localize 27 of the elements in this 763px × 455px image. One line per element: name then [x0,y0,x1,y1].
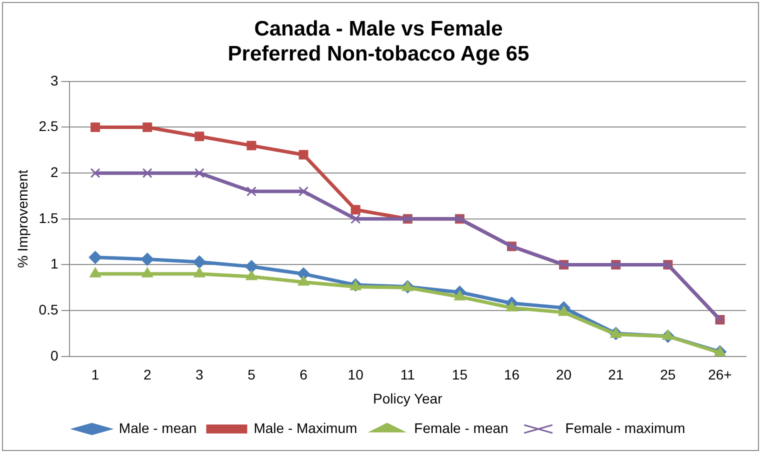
x-tick-label: 26+ [708,366,732,383]
x-tick-label: 6 [300,366,308,383]
y-tick-label: 1 [50,256,58,272]
y-axis-title: % Improvement [14,170,30,268]
x-tick-label: 1 [91,366,100,383]
x-tick-label: 3 [196,366,204,383]
x-tick-label: 15 [452,366,468,383]
x-tick-label: 20 [556,366,572,383]
x-tick-label: 11 [400,366,416,383]
y-tick-label: 3 [50,72,58,88]
legend-label: Male - Maximum [254,420,358,436]
x-tick-label: 2 [143,366,152,383]
legend-label: Female - mean [414,420,508,436]
legend-label: Female - maximum [565,420,686,436]
chart-title: Canada - Male vs Female Preferred Non-tobacco Age 65 [228,17,530,66]
x-tick-label: 21 [608,366,624,383]
legend-label: Male - mean [118,420,197,436]
y-tick-label: 2.5 [38,118,58,134]
y-tick-label: 1.5 [38,210,58,226]
y-tick-label: 0 [50,347,58,364]
x-tick-label: 25 [660,366,676,383]
x-axis-title: Policy Year [372,390,443,406]
x-tick-label: 16 [504,366,520,383]
y-tick-label: 2 [50,164,58,180]
x-tick-label: 5 [248,366,256,383]
y-tick-label: 0.5 [38,301,58,318]
x-tick-label: 10 [348,366,364,383]
